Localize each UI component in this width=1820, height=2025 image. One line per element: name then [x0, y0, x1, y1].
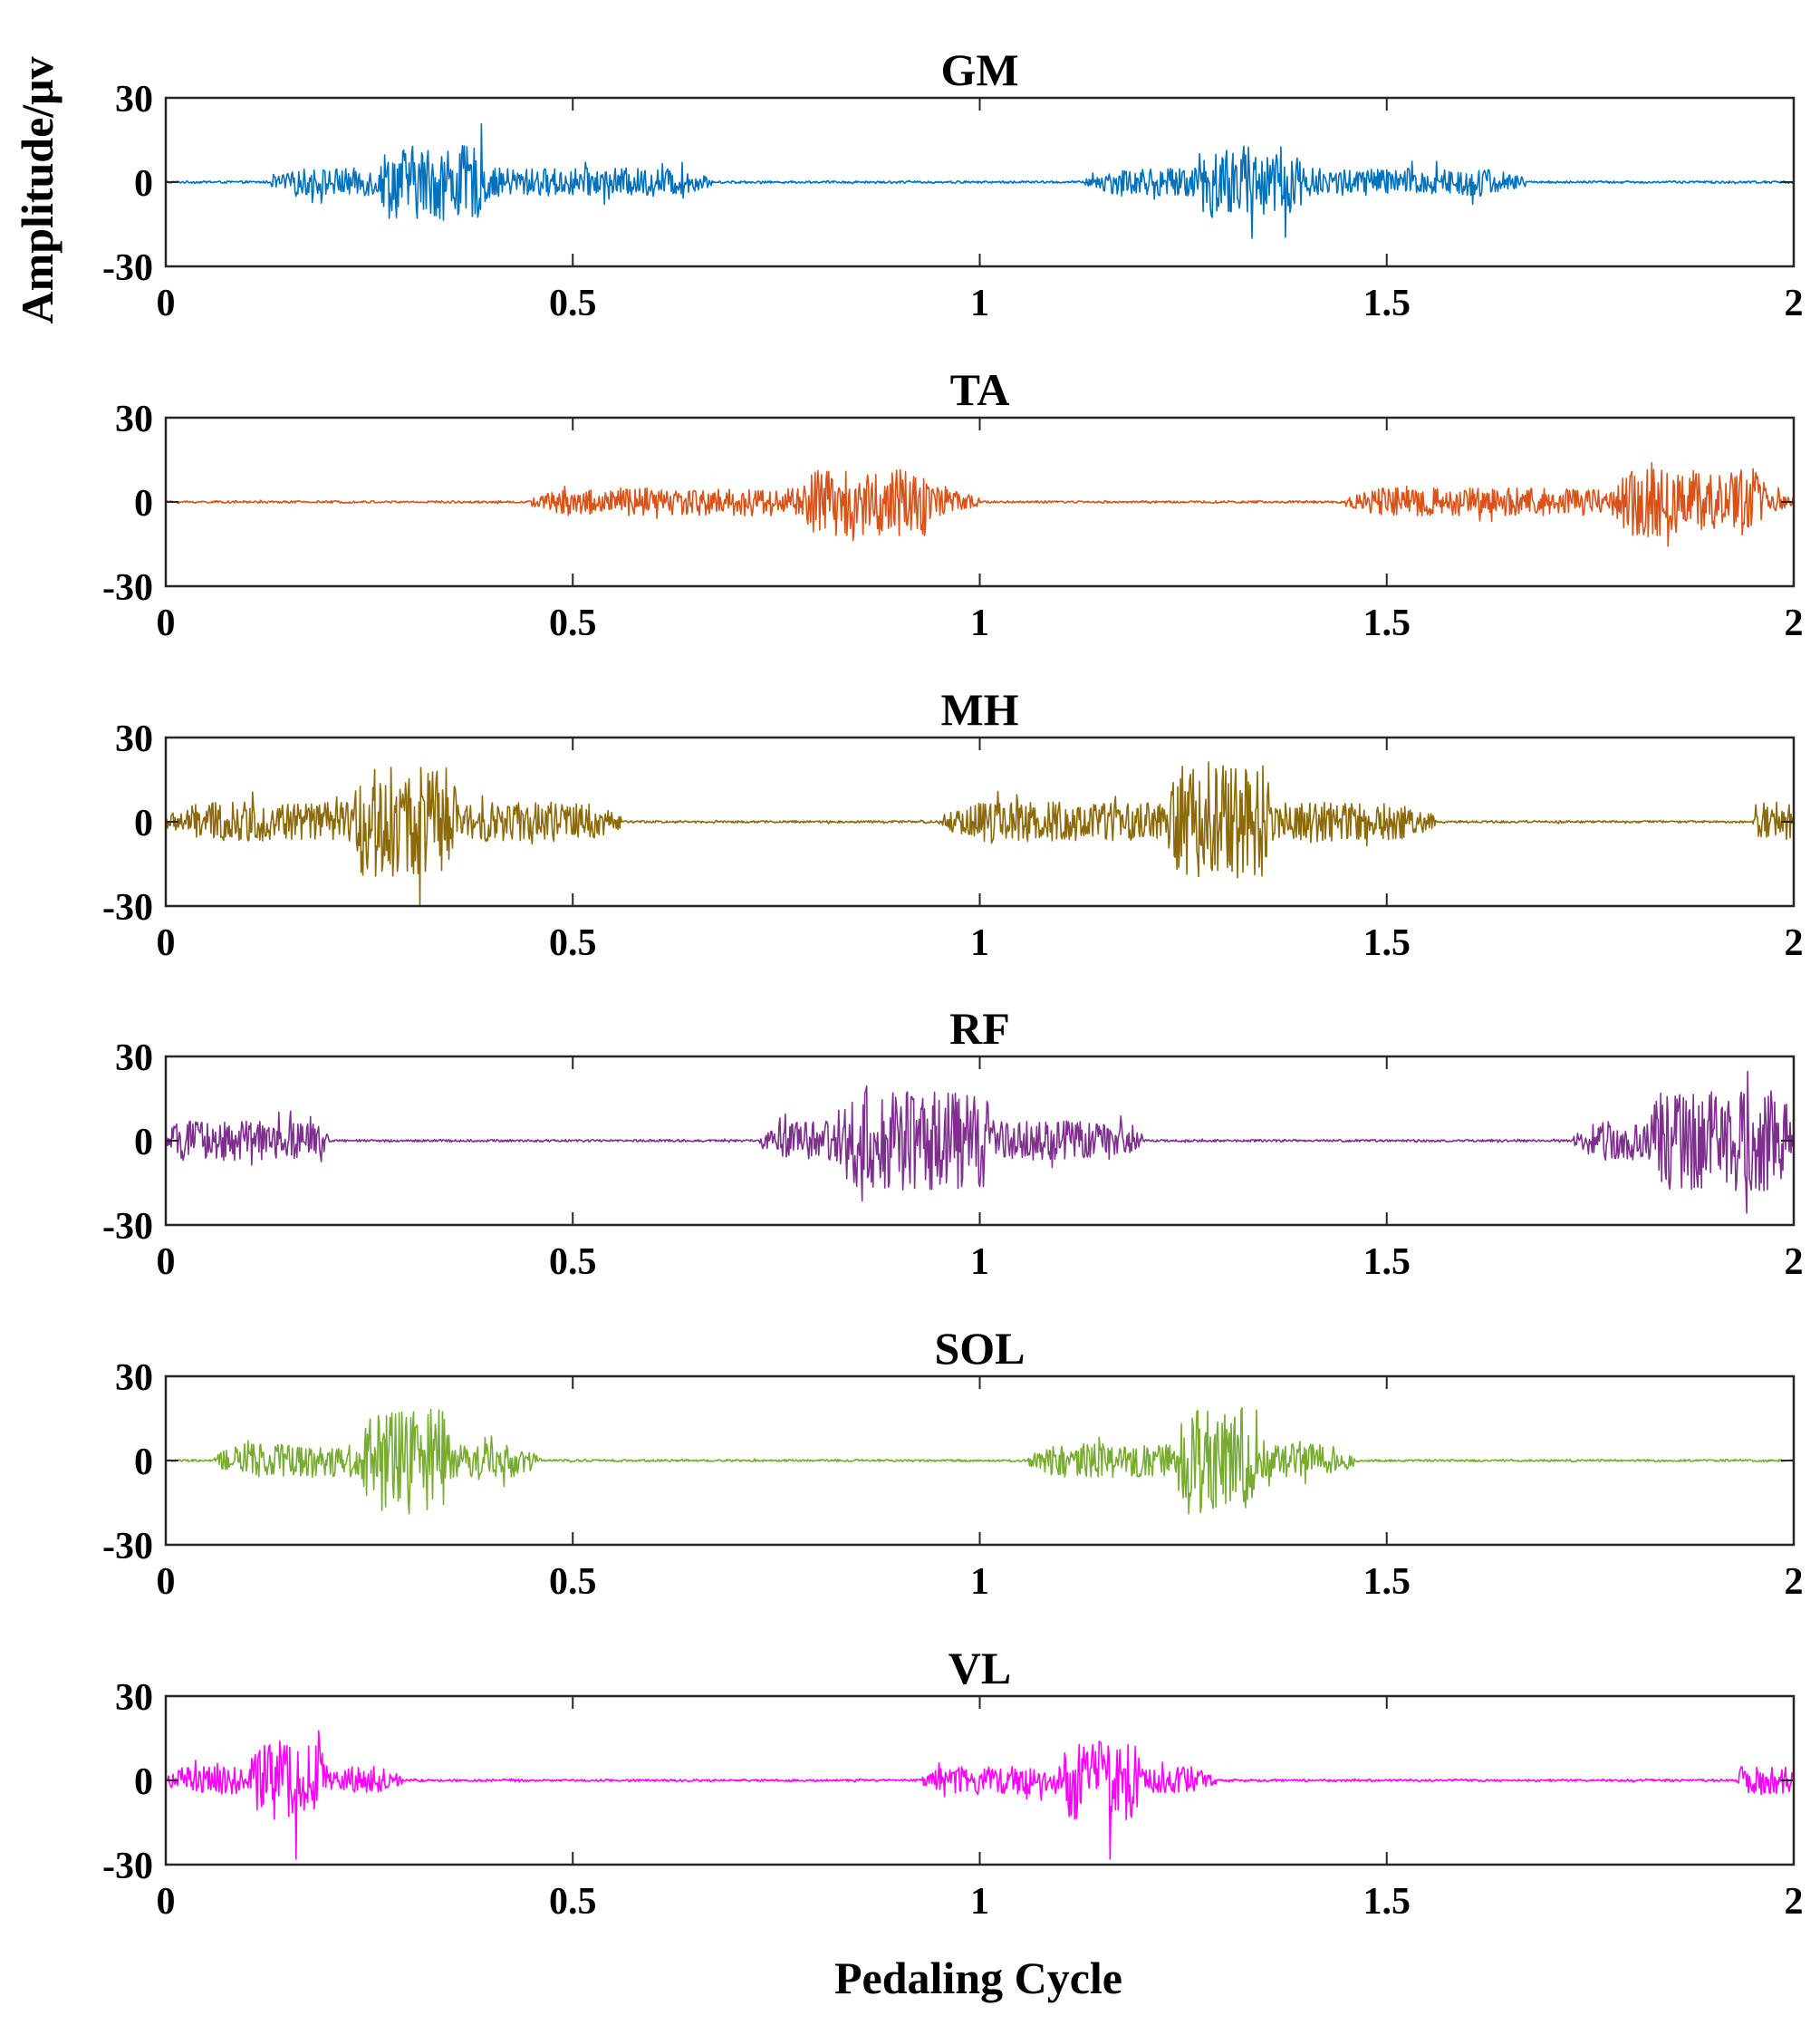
x-tick-label: 0 [157, 1241, 176, 1283]
y-tick-label: 0 [134, 163, 153, 205]
x-tick-label: 2 [1785, 922, 1804, 964]
x-tick-label: 1 [970, 1881, 989, 1923]
x-tick-label: 0.5 [549, 1881, 597, 1923]
x-tick-label: 0 [157, 1561, 176, 1603]
y-tick-label: -30 [102, 1206, 153, 1248]
panel-title-gm: GM [940, 44, 1018, 95]
x-tick-label: 2 [1785, 1241, 1804, 1283]
y-tick-label: 30 [115, 79, 153, 121]
series-line-vl [165, 1730, 1795, 1860]
x-tick-label: 1 [970, 283, 989, 324]
y-tick-label: 30 [115, 1677, 153, 1719]
panel-title-mh: MH [940, 684, 1018, 735]
x-tick-label: 1.5 [1363, 1561, 1411, 1603]
x-tick-label: 0 [157, 603, 176, 644]
panel-title-vl: VL [949, 1643, 1011, 1693]
x-tick-label: 1 [970, 922, 989, 964]
x-tick-label: 2 [1785, 603, 1804, 644]
series-line-rf [165, 1070, 1795, 1214]
series-line-gm [165, 123, 1795, 239]
y-tick-label: 0 [134, 1761, 153, 1803]
x-tick-label: 0 [157, 1881, 176, 1923]
y-tick-label: 0 [134, 483, 153, 525]
series-line-ta [165, 462, 1795, 547]
y-tick-label: 0 [134, 1442, 153, 1483]
x-tick-label: 1.5 [1363, 1241, 1411, 1283]
x-tick-label: 1 [970, 1561, 989, 1603]
x-tick-label: 1.5 [1363, 922, 1411, 964]
panel-title-sol: SOL [934, 1323, 1025, 1374]
y-tick-label: 0 [134, 1122, 153, 1163]
y-tick-label: -30 [102, 1846, 153, 1887]
x-tick-label: 0.5 [549, 283, 597, 324]
series-line-sol [165, 1406, 1795, 1515]
y-tick-label: -30 [102, 567, 153, 609]
y-tick-label: -30 [102, 247, 153, 289]
x-tick-label: 2 [1785, 283, 1804, 324]
panel-title-ta: TA [950, 364, 1010, 415]
x-tick-label: 0 [157, 283, 176, 324]
y-tick-label: -30 [102, 887, 153, 929]
y-tick-label: 30 [115, 1357, 153, 1399]
x-tick-label: 1.5 [1363, 603, 1411, 644]
x-tick-label: 2 [1785, 1881, 1804, 1923]
x-tick-label: 0.5 [549, 922, 597, 964]
x-tick-label: 0.5 [549, 603, 597, 644]
x-tick-label: 1.5 [1363, 283, 1411, 324]
x-tick-label: 2 [1785, 1561, 1804, 1603]
x-axis-label: Pedaling Cycle [834, 1953, 1122, 2003]
x-tick-label: 1.5 [1363, 1881, 1411, 1923]
panel-title-rf: RF [949, 1003, 1010, 1054]
y-tick-label: 30 [115, 718, 153, 760]
x-tick-label: 1 [970, 603, 989, 644]
y-tick-label: 30 [115, 1037, 153, 1079]
y-tick-label: -30 [102, 1526, 153, 1567]
series-line-mh [165, 761, 1795, 907]
y-axis-label: Amplitude/μv [12, 56, 63, 323]
y-tick-label: 30 [115, 399, 153, 440]
x-tick-label: 0 [157, 922, 176, 964]
x-tick-label: 0.5 [549, 1561, 597, 1603]
y-tick-label: 0 [134, 803, 153, 844]
x-tick-label: 1 [970, 1241, 989, 1283]
x-tick-label: 0.5 [549, 1241, 597, 1283]
